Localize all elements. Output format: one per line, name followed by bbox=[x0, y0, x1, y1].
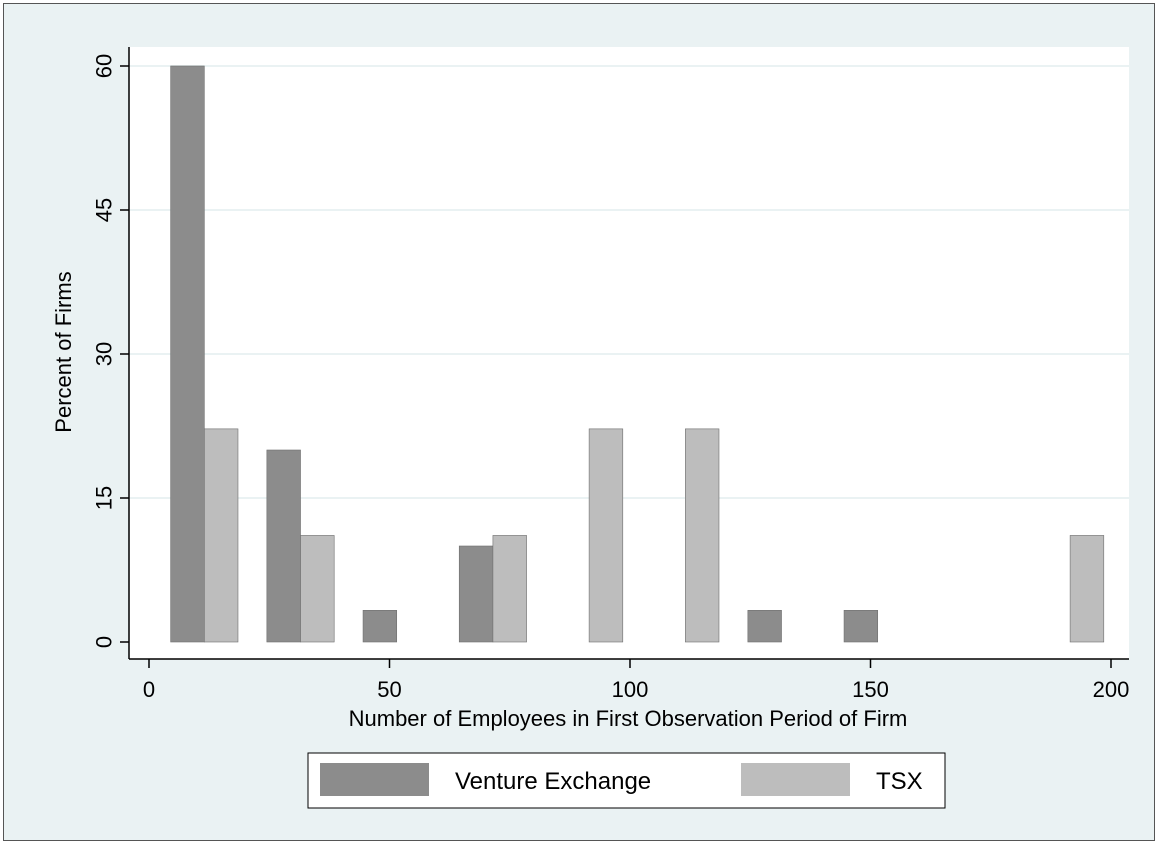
y-tick-label-60: 60 bbox=[92, 54, 117, 78]
bars bbox=[170, 65, 1105, 643]
y-tick-label-15: 15 bbox=[92, 486, 117, 510]
bar-venture-exchange-2 bbox=[362, 610, 398, 643]
axes bbox=[128, 47, 1129, 660]
bar-tsx-5 bbox=[1069, 535, 1105, 643]
bar-tsx-1 bbox=[300, 535, 335, 643]
y-tick-label-30: 30 bbox=[92, 342, 117, 366]
x-tick-label-50: 50 bbox=[377, 677, 401, 702]
bar-venture-exchange-4 bbox=[747, 610, 782, 643]
x-ticks: 0 50 100 150 200 bbox=[143, 659, 1129, 702]
y-ticks: 0 15 30 45 60 bbox=[92, 54, 129, 648]
bar-tsx-0 bbox=[204, 428, 239, 643]
bar-tsx-2 bbox=[492, 535, 527, 643]
x-tick-label-100: 100 bbox=[612, 677, 649, 702]
y-axis-label: Percent of Firms bbox=[51, 271, 76, 432]
bar-venture-exchange-5 bbox=[843, 610, 879, 643]
x-tick-label-0: 0 bbox=[143, 677, 155, 702]
legend-label-venture-exchange: Venture Exchange bbox=[455, 768, 651, 795]
x-axis-label: Number of Employees in First Observation… bbox=[349, 706, 908, 731]
bar-tsx-3 bbox=[588, 428, 624, 643]
legend-swatch-venture-exchange bbox=[320, 763, 429, 796]
legend: Venture Exchange TSX bbox=[307, 752, 946, 809]
bar-venture-exchange-3 bbox=[458, 545, 494, 643]
chart-frame: 0 15 30 45 60 0 50 100 150 200 Percent of Firms … bbox=[3, 3, 1155, 841]
legend-swatch-tsx bbox=[741, 763, 850, 796]
x-tick-label-150: 150 bbox=[852, 677, 889, 702]
bar-venture-exchange-0 bbox=[170, 65, 205, 643]
y-tick-label-45: 45 bbox=[92, 198, 117, 222]
x-tick-label-200: 200 bbox=[1093, 677, 1130, 702]
bar-tsx-4 bbox=[685, 428, 720, 643]
y-tick-label-0: 0 bbox=[92, 636, 117, 648]
bar-venture-exchange-1 bbox=[266, 449, 301, 643]
legend-label-tsx: TSX bbox=[876, 768, 923, 795]
